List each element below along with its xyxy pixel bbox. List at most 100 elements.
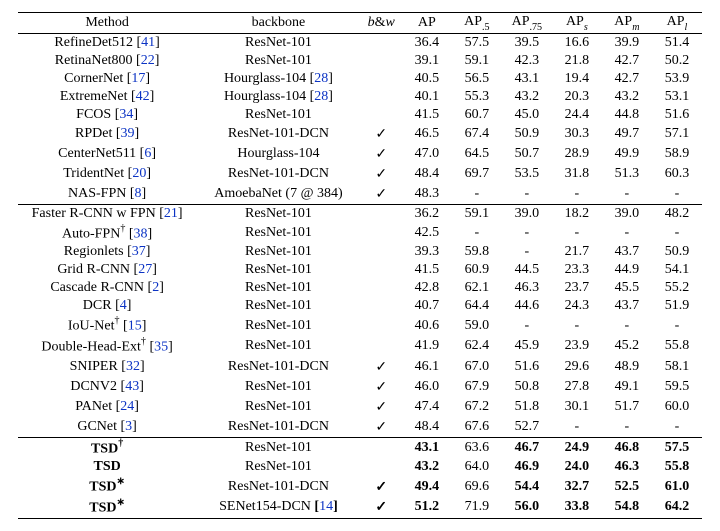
cell-apm: 45.5 bbox=[602, 279, 652, 297]
cell-apm: 42.7 bbox=[602, 70, 652, 88]
cell-bw bbox=[361, 106, 402, 124]
cell-apl: 61.0 bbox=[652, 476, 702, 497]
cell-apl: 60.0 bbox=[652, 397, 702, 417]
cell-backbone: ResNet-101 bbox=[196, 204, 361, 223]
cell-method: CenterNet511 [6] bbox=[18, 144, 196, 164]
cell-backbone: ResNet-101-DCN bbox=[196, 417, 361, 438]
col-apm: APm bbox=[602, 13, 652, 34]
results-table: Method backbone b&w AP AP.5 AP.75 APs AP… bbox=[18, 12, 702, 519]
cell-aps: 29.6 bbox=[552, 357, 602, 377]
cell-ap75: 46.3 bbox=[502, 279, 552, 297]
cell-ap5: 60.9 bbox=[452, 261, 502, 279]
cell-ap5: 56.5 bbox=[452, 70, 502, 88]
cell-aps: 24.9 bbox=[552, 437, 602, 458]
cell-method: TridentNet [20] bbox=[18, 164, 196, 184]
cell-backbone: ResNet-101 bbox=[196, 315, 361, 336]
cell-apl: 50.9 bbox=[652, 243, 702, 261]
cell-backbone: ResNet-101 bbox=[196, 397, 361, 417]
cell-apm: 44.9 bbox=[602, 261, 652, 279]
cell-ap5: - bbox=[452, 223, 502, 244]
cell-apm: - bbox=[602, 417, 652, 438]
cell-apm: - bbox=[602, 184, 652, 205]
cell-ap: 40.7 bbox=[402, 297, 452, 315]
cell-backbone: ResNet-101 bbox=[196, 336, 361, 357]
cell-apl: 58.9 bbox=[652, 144, 702, 164]
cell-ap: 41.9 bbox=[402, 336, 452, 357]
col-ap: AP bbox=[402, 13, 452, 34]
cell-ap75: - bbox=[502, 223, 552, 244]
cell-apl: 51.4 bbox=[652, 33, 702, 52]
cell-ap75: 39.5 bbox=[502, 33, 552, 52]
cell-ap75: - bbox=[502, 243, 552, 261]
cell-ap: 36.4 bbox=[402, 33, 452, 52]
cell-ap75: 43.2 bbox=[502, 88, 552, 106]
cell-backbone: ResNet-101 bbox=[196, 223, 361, 244]
cell-method: SNIPER [32] bbox=[18, 357, 196, 377]
cell-bw: ✓ bbox=[361, 476, 402, 497]
cell-bw bbox=[361, 297, 402, 315]
table-row: RPDet [39]ResNet-101-DCN✓46.567.450.930.… bbox=[18, 124, 702, 144]
cell-ap5: 59.1 bbox=[452, 204, 502, 223]
table-row: NAS-FPN [8]AmoebaNet (7 @ 384)✓48.3----- bbox=[18, 184, 702, 205]
cell-backbone: ResNet-101-DCN bbox=[196, 164, 361, 184]
cell-bw bbox=[361, 70, 402, 88]
cell-apm: 45.2 bbox=[602, 336, 652, 357]
cell-aps: 16.6 bbox=[552, 33, 602, 52]
cell-bw: ✓ bbox=[361, 377, 402, 397]
cell-backbone: SENet154-DCN [14] bbox=[196, 497, 361, 518]
cell-bw bbox=[361, 315, 402, 336]
cell-method: DCNV2 [43] bbox=[18, 377, 196, 397]
table-row: RefineDet512 [41]ResNet-10136.457.539.51… bbox=[18, 33, 702, 52]
cell-aps: 21.8 bbox=[552, 52, 602, 70]
table-row: TridentNet [20]ResNet-101-DCN✓48.469.753… bbox=[18, 164, 702, 184]
cell-method: IoU-Net† [15] bbox=[18, 315, 196, 336]
table-row: RetinaNet800 [22]ResNet-10139.159.142.32… bbox=[18, 52, 702, 70]
cell-ap75: 45.9 bbox=[502, 336, 552, 357]
cell-ap75: 51.6 bbox=[502, 357, 552, 377]
cell-method: Faster R-CNN w FPN [21] bbox=[18, 204, 196, 223]
cell-method: GCNet [3] bbox=[18, 417, 196, 438]
cell-aps: 30.1 bbox=[552, 397, 602, 417]
cell-bw bbox=[361, 243, 402, 261]
cell-apl: 48.2 bbox=[652, 204, 702, 223]
cell-aps: - bbox=[552, 223, 602, 244]
cell-bw: ✓ bbox=[361, 397, 402, 417]
cell-aps: 33.8 bbox=[552, 497, 602, 518]
cell-ap: 40.6 bbox=[402, 315, 452, 336]
table-row: Auto-FPN† [38]ResNet-10142.5----- bbox=[18, 223, 702, 244]
cell-method: ExtremeNet [42] bbox=[18, 88, 196, 106]
cell-bw bbox=[361, 33, 402, 52]
cell-apm: 42.7 bbox=[602, 52, 652, 70]
cell-backbone: ResNet-101 bbox=[196, 437, 361, 458]
cell-bw bbox=[361, 279, 402, 297]
cell-ap: 40.5 bbox=[402, 70, 452, 88]
cell-ap75: 46.7 bbox=[502, 437, 552, 458]
cell-ap5: 62.1 bbox=[452, 279, 502, 297]
cell-backbone: ResNet-101 bbox=[196, 52, 361, 70]
cell-ap5: 59.0 bbox=[452, 315, 502, 336]
cell-ap: 49.4 bbox=[402, 476, 452, 497]
cell-ap: 47.4 bbox=[402, 397, 452, 417]
cell-bw bbox=[361, 437, 402, 458]
cell-method: FCOS [34] bbox=[18, 106, 196, 124]
col-ap5: AP.5 bbox=[452, 13, 502, 34]
cell-ap75: 46.9 bbox=[502, 458, 552, 476]
cell-apm: 43.7 bbox=[602, 243, 652, 261]
table-row: TSD†ResNet-10143.163.646.724.946.857.5 bbox=[18, 437, 702, 458]
cell-ap: 41.5 bbox=[402, 106, 452, 124]
cell-apl: - bbox=[652, 223, 702, 244]
cell-ap75: 52.7 bbox=[502, 417, 552, 438]
cell-ap: 43.1 bbox=[402, 437, 452, 458]
cell-aps: 19.4 bbox=[552, 70, 602, 88]
cell-backbone: ResNet-101-DCN bbox=[196, 124, 361, 144]
cell-aps: 18.2 bbox=[552, 204, 602, 223]
cell-ap5: 64.4 bbox=[452, 297, 502, 315]
cell-ap75: 45.0 bbox=[502, 106, 552, 124]
cell-aps: - bbox=[552, 184, 602, 205]
cell-ap75: 54.4 bbox=[502, 476, 552, 497]
cell-ap5: 64.5 bbox=[452, 144, 502, 164]
cell-apm: 46.8 bbox=[602, 437, 652, 458]
table-row: ExtremeNet [42]Hourglass-104 [28]40.155.… bbox=[18, 88, 702, 106]
table-row: DCR [4]ResNet-10140.764.444.624.343.751.… bbox=[18, 297, 702, 315]
cell-ap5: 71.9 bbox=[452, 497, 502, 518]
